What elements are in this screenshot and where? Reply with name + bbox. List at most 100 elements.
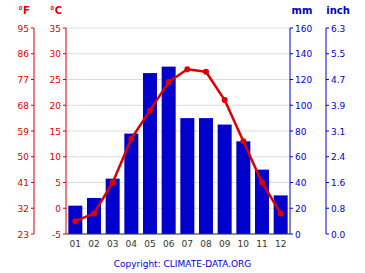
tick — [31, 28, 34, 29]
x-tick-label: 08 — [200, 239, 212, 249]
y-tick-label: 77 — [18, 75, 29, 85]
tick — [31, 131, 34, 132]
annotation: Copyright: CLIMATE-DATA.ORG — [114, 259, 252, 269]
tick — [290, 79, 293, 80]
y-tick-label: 23 — [18, 230, 29, 240]
y-tick-label: 86 — [18, 49, 30, 59]
y-tick-label: 95 — [18, 24, 29, 34]
tick — [290, 208, 293, 209]
tick — [290, 53, 293, 54]
point — [91, 210, 97, 216]
x-axis-line — [66, 234, 290, 235]
y-tick-label: 20 — [50, 101, 62, 111]
tick — [326, 79, 329, 80]
y-tick-label: 15 — [50, 127, 61, 137]
bar — [143, 73, 157, 234]
tick — [63, 234, 66, 235]
grid-line — [66, 53, 290, 54]
x-tick-label: 07 — [182, 239, 193, 249]
y-tick-label: 4.7 — [331, 75, 345, 85]
tick — [31, 208, 34, 209]
tick — [290, 28, 293, 29]
tick — [290, 131, 293, 132]
point — [240, 138, 246, 144]
point — [72, 218, 78, 224]
tick — [63, 131, 66, 132]
x-tick-label: 05 — [144, 239, 155, 249]
bar — [218, 125, 232, 234]
tick — [326, 131, 329, 132]
tick — [63, 28, 66, 29]
point — [184, 66, 190, 72]
bar — [199, 118, 213, 234]
tick — [63, 208, 66, 209]
x-tick-label: 12 — [275, 239, 286, 249]
y-tick-label: 0 — [55, 204, 61, 214]
point — [110, 180, 116, 186]
y-tick-label: 20 — [295, 204, 307, 214]
x-axis: 010203040506070809101112 — [66, 234, 290, 249]
grid-line — [66, 105, 290, 106]
y-tick-label: 25 — [50, 75, 61, 85]
axis-mm: 020406080100120140160mm — [290, 5, 312, 240]
tick — [31, 105, 34, 106]
point — [259, 180, 265, 186]
grid — [66, 28, 290, 234]
x-tick-label: 04 — [126, 239, 138, 249]
plot-area — [68, 66, 287, 234]
y-tick-label: 0 — [295, 230, 301, 240]
y-tick-label: 0.8 — [331, 204, 346, 214]
y-tick-label: 5.5 — [331, 49, 345, 59]
chart: 010203040506070809101112-505101520253035… — [0, 0, 365, 273]
y-tick-label: 30 — [50, 49, 62, 59]
x-tick-label: 06 — [163, 239, 175, 249]
point — [166, 79, 172, 85]
y-tick-label: 140 — [295, 49, 312, 59]
axis-header: °C — [50, 5, 62, 16]
x-tick-label: 11 — [256, 239, 267, 249]
tick — [326, 156, 329, 157]
point — [203, 69, 209, 75]
tick — [63, 79, 66, 80]
x-tick-label: 10 — [238, 239, 250, 249]
tick — [31, 156, 34, 157]
y-tick-label: 100 — [295, 101, 312, 111]
y-tick-label: 120 — [295, 75, 312, 85]
y-tick-label: 59 — [18, 127, 30, 137]
y-tick-label: -5 — [52, 230, 61, 240]
y-tick-label: 1.6 — [331, 178, 346, 188]
axis-celsius: -505101520253035°C — [50, 5, 66, 240]
y-tick-label: 5 — [55, 178, 61, 188]
y-tick-label: 50 — [18, 152, 30, 162]
grid-line — [66, 234, 290, 235]
bar — [255, 170, 269, 234]
x-tick-label: 02 — [88, 239, 99, 249]
point — [147, 107, 153, 113]
y-tick-label: 35 — [50, 24, 61, 34]
tick — [63, 156, 66, 157]
line — [75, 69, 280, 221]
tick — [63, 182, 66, 183]
tick — [290, 105, 293, 106]
y-tick-label: 60 — [295, 152, 307, 162]
tick — [326, 208, 329, 209]
tick — [290, 156, 293, 157]
tick — [31, 234, 34, 235]
grid-line — [66, 131, 290, 132]
tick — [31, 53, 34, 54]
y-tick-label: 6.3 — [331, 24, 345, 34]
y-tick-label: 2.4 — [331, 152, 346, 162]
point — [222, 97, 228, 103]
x-tick-label: 03 — [107, 239, 118, 249]
y-tick-label: 160 — [295, 24, 312, 34]
grid-line — [66, 28, 290, 29]
tick — [63, 105, 66, 106]
bar — [180, 118, 194, 234]
tick — [31, 79, 34, 80]
grid-line — [66, 156, 290, 157]
y-tick-label: 68 — [18, 101, 30, 111]
tick — [290, 182, 293, 183]
tick — [31, 182, 34, 183]
y-tick-label: 0.0 — [331, 230, 346, 240]
bar — [236, 141, 250, 234]
